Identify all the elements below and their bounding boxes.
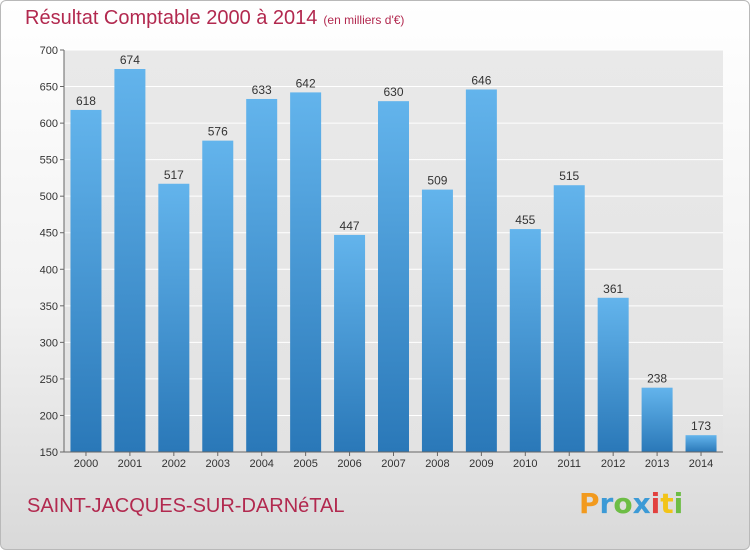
data-label-2013: 238 [647, 372, 667, 386]
logo-letter: P [579, 487, 600, 520]
y-tick-label: 650 [40, 82, 58, 94]
bar-2002 [158, 183, 190, 453]
logo-letter: x [632, 487, 651, 520]
logo-letter: o [613, 487, 633, 520]
x-tick-label-2013: 2013 [645, 458, 669, 470]
y-tick-label: 300 [40, 337, 58, 349]
data-label-2009: 646 [471, 73, 491, 87]
data-label-2014: 173 [691, 419, 711, 433]
y-tick-label: 450 [40, 228, 58, 240]
proxiti-logo: Proxiti [579, 487, 683, 520]
x-tick-label-2010: 2010 [513, 458, 537, 470]
x-tick-label-2008: 2008 [425, 458, 449, 470]
data-label-2003: 576 [208, 125, 228, 139]
chart-title-text: Résultat Comptable 2000 à 2014 [25, 7, 318, 29]
y-tick-label: 200 [40, 410, 58, 422]
bar-2009 [465, 89, 497, 453]
bar-2011 [553, 185, 585, 452]
data-label-2004: 633 [252, 83, 272, 97]
bar-2013 [641, 387, 673, 452]
data-label-2002: 517 [164, 168, 184, 182]
x-tick-label-2007: 2007 [381, 458, 405, 470]
x-tick-label-2003: 2003 [206, 458, 230, 470]
bar-2008 [421, 189, 453, 452]
data-label-2010: 455 [515, 213, 535, 227]
bar-2014 [685, 435, 717, 452]
commune-name: SAINT-JACQUES-SUR-DARNéTAL [27, 495, 345, 517]
data-label-2006: 447 [340, 219, 360, 233]
bar-2005 [290, 92, 322, 452]
x-tick-label-2001: 2001 [118, 458, 142, 470]
data-label-2011: 515 [559, 169, 579, 183]
y-tick-label: 500 [40, 191, 58, 203]
chart-subtitle: (en milliers d'€) [323, 13, 405, 27]
y-tick-label: 600 [40, 118, 58, 130]
x-tick-label-2006: 2006 [337, 458, 361, 470]
data-label-2005: 642 [296, 76, 316, 90]
y-tick-label: 150 [40, 447, 58, 459]
bar-2010 [509, 229, 541, 452]
logo-letter: i [650, 487, 661, 520]
logo-letter: t [660, 487, 674, 520]
y-tick-label: 250 [40, 374, 58, 386]
bar-2003 [202, 140, 234, 452]
x-tick-label-2004: 2004 [249, 458, 273, 470]
logo-letter: r [599, 487, 614, 520]
x-tick-label-2002: 2002 [162, 458, 186, 470]
logo-letter: i [673, 487, 684, 520]
bar-2006 [334, 234, 366, 452]
x-tick-label-2014: 2014 [689, 458, 713, 470]
y-tick-label: 350 [40, 301, 58, 313]
x-tick-label-2005: 2005 [293, 458, 317, 470]
y-tick-label: 400 [40, 264, 58, 276]
data-label-2001: 674 [120, 53, 140, 67]
x-tick-label-2012: 2012 [601, 458, 625, 470]
x-tick-label-2009: 2009 [469, 458, 493, 470]
data-label-2012: 361 [603, 282, 623, 296]
chart-title: Résultat Comptable 2000 à 2014 (en millie… [25, 7, 404, 30]
data-label-2008: 509 [427, 174, 447, 188]
x-tick-label-2000: 2000 [74, 458, 98, 470]
y-tick-label: 700 [40, 45, 58, 57]
bar-2000 [70, 109, 102, 453]
bar-2004 [246, 98, 278, 452]
data-label-2000: 618 [76, 94, 96, 108]
bar-2012 [597, 297, 629, 452]
bar-2007 [378, 101, 409, 452]
y-tick-label: 550 [40, 155, 58, 167]
x-tick-label-2011: 2011 [557, 458, 581, 470]
data-label-2007: 630 [383, 85, 403, 99]
bar-2001 [114, 69, 146, 453]
